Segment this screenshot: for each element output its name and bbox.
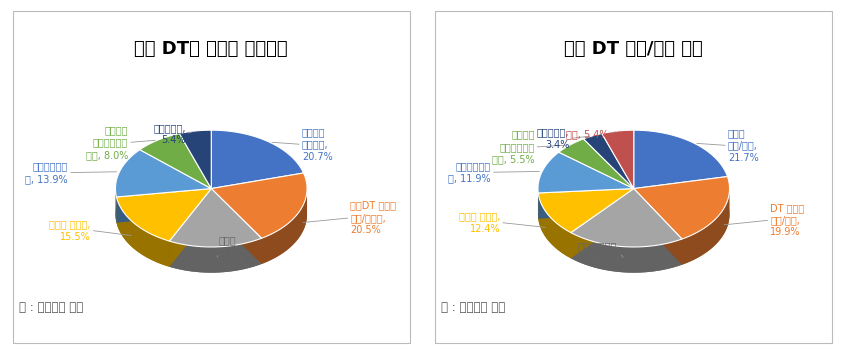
- Polygon shape: [538, 152, 633, 193]
- Polygon shape: [571, 232, 681, 273]
- Polygon shape: [262, 189, 306, 264]
- Polygon shape: [139, 134, 211, 188]
- Polygon shape: [169, 214, 262, 273]
- Polygon shape: [116, 188, 211, 223]
- Polygon shape: [116, 150, 211, 197]
- Text: 물류DT 플랫폼
구축/활성화,
20.5%: 물류DT 플랫폼 구축/활성화, 20.5%: [350, 200, 396, 235]
- Polygon shape: [681, 188, 728, 265]
- Polygon shape: [211, 130, 303, 188]
- Text: 운송지능화,
5.4%: 운송지능화, 5.4%: [154, 123, 186, 145]
- Polygon shape: [538, 188, 633, 219]
- Text: 정보시스템구
축, 13.9%: 정보시스템구 축, 13.9%: [25, 161, 68, 184]
- Polygon shape: [538, 193, 571, 258]
- Polygon shape: [571, 188, 633, 258]
- Polygon shape: [538, 214, 633, 258]
- Polygon shape: [211, 188, 262, 264]
- Text: 인프라 자동화,
15.5%: 인프라 자동화, 15.5%: [49, 219, 90, 242]
- Text: 참여자간
디지털생태계
조성, 5.5%: 참여자간 디지털생태계 조성, 5.5%: [491, 130, 534, 165]
- Text: 프로세스
디지털화,
20.7%: 프로세스 디지털화, 20.7%: [301, 127, 333, 162]
- Text: 인프라 자동화,
12.4%: 인프라 자동화, 12.4%: [458, 211, 500, 234]
- Polygon shape: [179, 130, 211, 188]
- Polygon shape: [571, 214, 681, 273]
- Text: 물류 디지털화,
19.8%: 물류 디지털화, 19.8%: [577, 242, 619, 264]
- Polygon shape: [582, 134, 633, 188]
- Polygon shape: [538, 188, 633, 232]
- Polygon shape: [116, 175, 211, 223]
- Polygon shape: [116, 188, 211, 241]
- Polygon shape: [169, 188, 262, 247]
- Polygon shape: [633, 188, 681, 265]
- Polygon shape: [169, 188, 211, 267]
- Text: 물류 DT가 필요한 업무분야: 물류 DT가 필요한 업무분야: [134, 40, 288, 58]
- Polygon shape: [558, 139, 633, 188]
- Polygon shape: [571, 188, 633, 258]
- Polygon shape: [116, 197, 169, 267]
- Polygon shape: [116, 214, 211, 267]
- Polygon shape: [538, 178, 633, 219]
- Text: 주 : 복수응답 가능: 주 : 복수응답 가능: [441, 301, 505, 314]
- Polygon shape: [571, 188, 681, 247]
- Polygon shape: [633, 130, 727, 188]
- Text: 데이터
관리/분석,
21.7%: 데이터 관리/분석, 21.7%: [727, 128, 758, 163]
- Text: 기타, 5.4%: 기타, 5.4%: [565, 129, 608, 139]
- Polygon shape: [633, 177, 728, 239]
- Polygon shape: [169, 188, 211, 267]
- Polygon shape: [211, 199, 306, 264]
- Polygon shape: [169, 238, 262, 273]
- Text: 정보시스템구
축, 11.9%: 정보시스템구 축, 11.9%: [447, 161, 490, 183]
- Text: 참여자간
디지털생태계
조성, 8.0%: 참여자간 디지털생태계 조성, 8.0%: [85, 125, 127, 160]
- Polygon shape: [211, 173, 306, 238]
- Text: 데이터
관리/분석,
16.0%: 데이터 관리/분석, 16.0%: [219, 236, 249, 270]
- Polygon shape: [211, 188, 262, 264]
- Polygon shape: [116, 188, 211, 223]
- Polygon shape: [633, 202, 728, 265]
- Polygon shape: [538, 188, 633, 219]
- Text: DT 플랫폼
구축/활용,
19.9%: DT 플랫폼 구축/활용, 19.9%: [770, 203, 803, 238]
- Text: 주 : 복수응답 가능: 주 : 복수응답 가능: [19, 301, 83, 314]
- Polygon shape: [633, 188, 681, 265]
- Text: 운송지능화,
3.4%: 운송지능화, 3.4%: [536, 127, 569, 150]
- Text: 물류 DT 대응/준비 분야: 물류 DT 대응/준비 분야: [564, 40, 702, 58]
- Polygon shape: [601, 130, 633, 188]
